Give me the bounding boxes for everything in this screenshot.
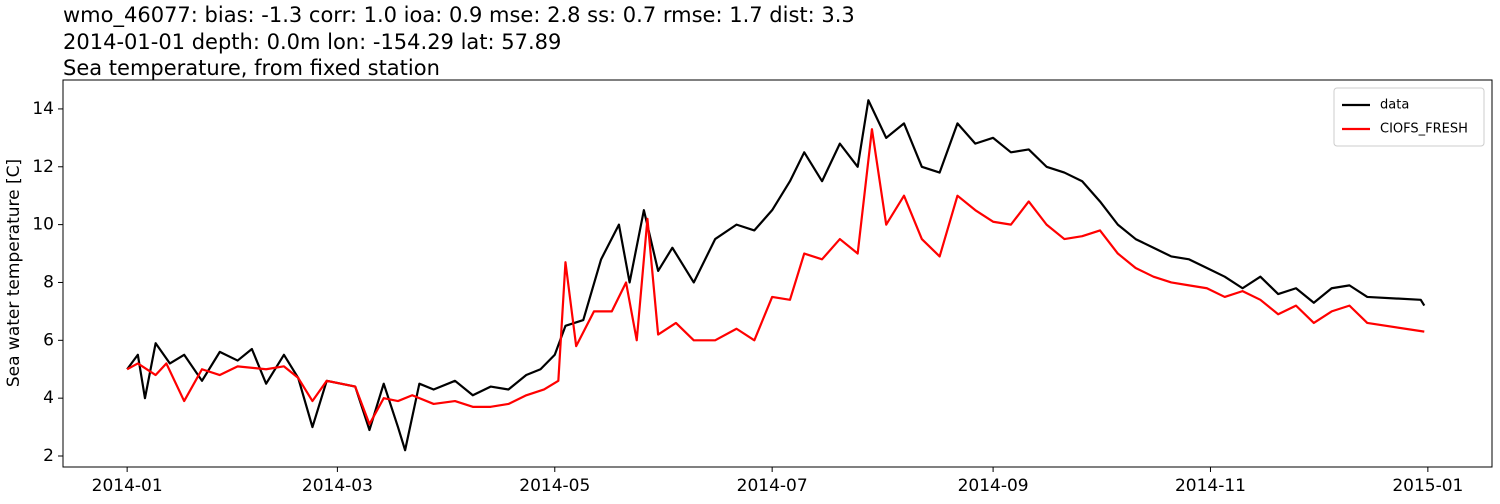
x-tick-label: 2014-09 [958, 476, 1029, 496]
plot-frame [62, 79, 1493, 468]
x-tick-label: 2015-01 [1392, 476, 1463, 496]
y-tick-label: 4 [43, 388, 54, 408]
y-tick-label: 14 [32, 99, 54, 119]
legend-box [1333, 87, 1485, 147]
series-line [126, 128, 1425, 426]
title-line: 2014-01-01 depth: 0.0m lon: -154.29 lat:… [63, 30, 561, 54]
x-tick-label: 2014-05 [519, 476, 590, 496]
y-tick-label: 2 [43, 446, 54, 466]
y-axis-label: Sea water temperature [C] [4, 159, 24, 387]
series-line [126, 99, 1426, 452]
x-tick-label: 2014-07 [737, 476, 808, 496]
y-tick-label: 12 [32, 157, 54, 177]
legend-label: CIOFS_FRESH [1380, 122, 1468, 137]
title-line: wmo_46077: bias: -1.3 corr: 1.0 ioa: 0.9… [63, 3, 855, 28]
legend-label: data [1380, 98, 1409, 113]
y-tick-label: 10 [32, 215, 54, 235]
title-line: Sea temperature, from fixed station [63, 56, 440, 80]
x-tick-label: 2014-03 [302, 476, 373, 496]
y-tick-label: 8 [43, 272, 54, 292]
y-tick-label: 6 [43, 330, 54, 350]
x-tick-label: 2014-11 [1175, 476, 1246, 496]
x-tick-label: 2014-01 [92, 476, 163, 496]
